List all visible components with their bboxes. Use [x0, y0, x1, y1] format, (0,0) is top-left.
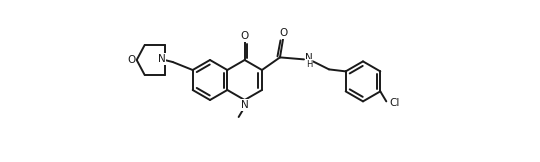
- Text: N: N: [158, 54, 166, 64]
- Text: O: O: [280, 28, 288, 38]
- Text: O: O: [127, 55, 136, 65]
- Text: N: N: [305, 53, 313, 63]
- Text: H: H: [306, 60, 312, 69]
- Text: N: N: [241, 100, 248, 110]
- Text: Cl: Cl: [389, 98, 400, 108]
- Text: O: O: [240, 31, 249, 41]
